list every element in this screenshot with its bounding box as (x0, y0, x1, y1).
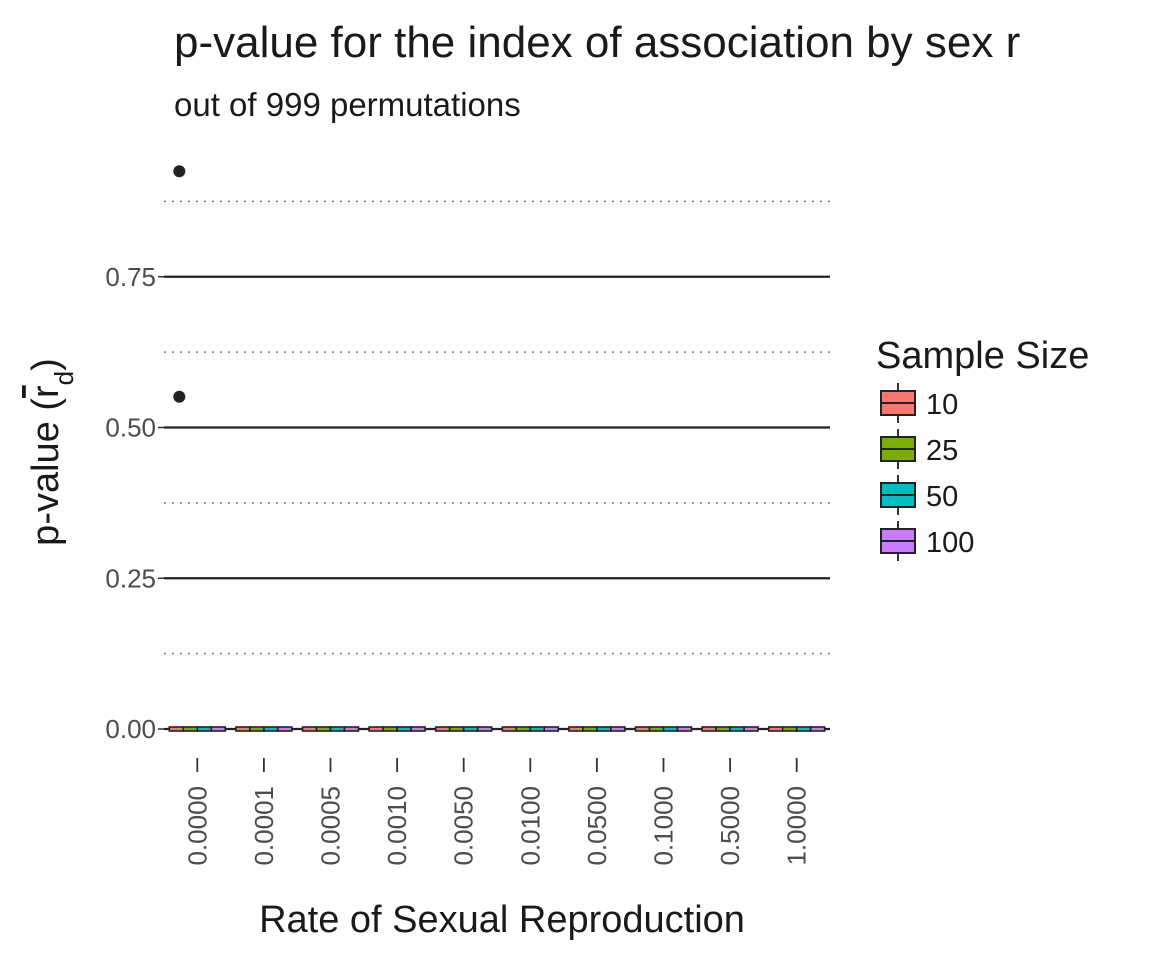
box-100-1.0000 (809, 726, 826, 732)
legend-label-50: 50 (926, 481, 958, 513)
y-axis-title: p-value (rd) (25, 358, 79, 546)
box-50-0.0050 (462, 726, 479, 732)
box-25-0.0050 (448, 726, 465, 732)
box-100-0.0000 (210, 726, 227, 732)
box-10-0.5000 (701, 726, 717, 732)
x-tick-label: 1.0000 (782, 786, 812, 866)
legend: Sample Size 10 25 50 100 (876, 335, 1089, 561)
box-10-0.0050 (434, 726, 451, 732)
box-50-0.0100 (529, 726, 546, 732)
box-50-1.0000 (795, 726, 812, 732)
box-25-0.0010 (382, 726, 398, 732)
box-100-0.0100 (543, 726, 560, 732)
box-50-0.0001 (263, 726, 279, 732)
box-25-0.0000 (182, 726, 199, 732)
box-25-0.5000 (715, 726, 731, 732)
x-tick-label: 0.0500 (582, 786, 612, 866)
box-25-0.0005 (315, 726, 332, 732)
x-tick-label: 0.0001 (249, 786, 279, 866)
box-10-0.0001 (235, 726, 251, 732)
box-25-0.0001 (249, 726, 265, 732)
legend-title: Sample Size (876, 335, 1089, 377)
x-tick-label: 0.5000 (715, 786, 745, 866)
outlier-point (173, 390, 186, 403)
chart-title: p-value for the index of association by … (174, 18, 1021, 67)
box-25-0.1000 (648, 726, 665, 732)
legend-label-100: 100 (926, 527, 974, 559)
box-25-0.0500 (582, 726, 598, 732)
box-10-0.0000 (168, 726, 185, 732)
x-tick-label: 0.0005 (316, 786, 346, 866)
x-tick-label: 0.0100 (515, 786, 545, 866)
chart-subtitle: out of 999 permutations (174, 86, 521, 123)
y-tick-label: 0.75 (105, 262, 156, 292)
legend-label-25: 25 (926, 435, 958, 467)
box-25-1.0000 (781, 726, 798, 732)
box-10-0.0010 (368, 726, 384, 732)
box-10-0.0500 (568, 726, 584, 732)
box-50-0.5000 (729, 726, 745, 732)
box-100-0.0050 (476, 726, 493, 732)
box-50-0.1000 (662, 726, 679, 732)
x-tick-label: 0.1000 (649, 786, 679, 866)
outlier-layer (173, 165, 186, 403)
x-tick-label: 0.0000 (182, 786, 212, 866)
box-50-0.0000 (196, 726, 213, 732)
grid-lines (164, 200, 830, 731)
y-axis-ticks: 0.00 0.25 0.50 0.75 (105, 262, 164, 744)
y-tick-label: 0.25 (105, 563, 156, 593)
x-axis-ticks: 0.0000 0.0001 0.0005 0.0010 0.0050 0.0100 0.05… (182, 758, 812, 866)
box-10-1.0000 (767, 726, 784, 732)
box-layer (168, 726, 826, 732)
box-10-0.0100 (501, 726, 518, 732)
x-tick-label: 0.0050 (449, 786, 479, 866)
y-tick-label: 0.50 (105, 413, 156, 443)
box-10-0.0005 (301, 726, 318, 732)
box-100-0.0500 (610, 726, 626, 732)
outlier-point (173, 165, 186, 178)
box-10-0.1000 (634, 726, 651, 732)
box-25-0.0100 (515, 726, 532, 732)
legend-label-10: 10 (926, 389, 958, 421)
x-axis-title: Rate of Sexual Reproduction (259, 899, 745, 941)
box-100-0.0005 (343, 726, 360, 732)
box-100-0.0010 (410, 726, 426, 732)
box-100-0.0001 (277, 726, 293, 732)
x-tick-label: 0.0010 (382, 786, 412, 866)
box-50-0.0500 (596, 726, 612, 732)
y-tick-label: 0.00 (105, 714, 156, 744)
box-100-0.1000 (676, 726, 693, 732)
box-50-0.0010 (396, 726, 412, 732)
box-100-0.5000 (743, 726, 759, 732)
box-50-0.0005 (329, 726, 346, 732)
